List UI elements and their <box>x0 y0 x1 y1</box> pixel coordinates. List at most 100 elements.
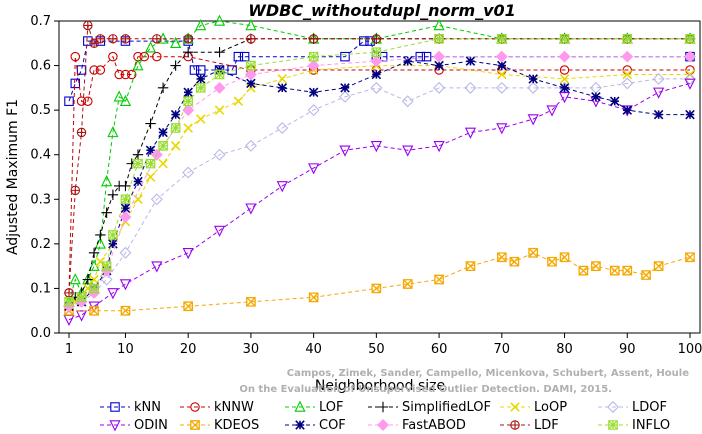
point-inflo-6 <box>133 158 143 169</box>
point-fastabod-8 <box>244 68 257 81</box>
point-inflo-12 <box>214 69 225 80</box>
point-ldf-7 <box>120 34 131 44</box>
point-lof-13 <box>170 36 182 49</box>
point-odin-10 <box>308 163 320 175</box>
point-knnw-1 <box>70 51 81 62</box>
point-kdeos-5 <box>308 292 319 303</box>
point-odin-7 <box>213 225 226 237</box>
legend-item-ldof: LDOF <box>598 400 667 415</box>
axis-ticks: 1 10 20 30 40 50 60 70 80 90 100 0.0 0.1 0.2 0.3 0.4 0.5… <box>30 14 702 357</box>
legend-marker-knnw <box>190 402 200 412</box>
point-odin-14 <box>433 141 445 153</box>
point-knnw-2 <box>76 96 87 106</box>
point-ldf-3 <box>83 20 93 31</box>
watermark-line-1: Campos, Zimek, Sander, Campello, Micenko… <box>287 368 689 379</box>
point-ldof-4 <box>119 246 132 259</box>
x-tick-label-90: 90 <box>619 342 636 357</box>
point-fastabod-9 <box>307 59 320 72</box>
point-cof-17 <box>371 69 382 80</box>
point-cof-23 <box>559 83 570 93</box>
point-cof-10 <box>183 87 193 98</box>
chart-title: WDBC_withoutdupl_norm_v01 <box>248 1 516 20</box>
y-tick-label-0.6: 0.6 <box>30 59 51 74</box>
point-ldf-11 <box>308 34 319 44</box>
point-inflo-16 <box>434 34 444 44</box>
point-ldf-12 <box>371 34 382 44</box>
legend-item-knnw: kNNW <box>180 400 254 415</box>
point-ldof-11 <box>339 90 351 103</box>
point-lof-6 <box>101 175 113 187</box>
point-cof-16 <box>340 83 350 93</box>
point-cof-24 <box>591 92 601 102</box>
point-inflo-17 <box>497 34 507 44</box>
point-kdeos-15 <box>578 265 589 276</box>
legend-marker-kdeos <box>190 420 200 430</box>
point-ldf-6 <box>108 34 118 44</box>
point-knn-14 <box>359 36 369 46</box>
point-kdeos-20 <box>653 261 664 271</box>
point-kdeos-17 <box>609 265 620 276</box>
point-odin-16 <box>496 123 508 135</box>
point-lof-10 <box>132 59 144 71</box>
point-fastabod-11 <box>433 50 446 63</box>
point-loop-21 <box>497 69 507 80</box>
legend-label-kdeos: KDEOS <box>214 418 259 433</box>
point-kdeos-8 <box>434 274 444 285</box>
legend-marker-cof <box>295 420 305 430</box>
point-fastabod-4 <box>119 211 132 224</box>
legend-marker-ldf <box>510 420 520 430</box>
point-inflo-18 <box>559 34 570 44</box>
legend-label-ldof: LDOF <box>632 400 667 415</box>
point-knn-7 <box>189 65 200 75</box>
point-lof-9 <box>119 94 132 106</box>
point-inflo-0 <box>64 297 74 307</box>
x-tick-label-20: 20 <box>180 342 197 357</box>
point-lof-7 <box>107 125 119 138</box>
point-cof-19 <box>434 60 444 71</box>
series-layer <box>63 14 696 327</box>
point-simplifiedlof-14 <box>170 60 181 71</box>
point-knnw-4 <box>89 65 99 75</box>
legend-marker-simplifiedlof <box>377 401 389 413</box>
point-inflo-1 <box>76 292 87 303</box>
point-cof-20 <box>465 56 476 66</box>
legend-label-lof: LOF <box>319 400 344 415</box>
point-knnw-19 <box>559 65 570 75</box>
point-cof-21 <box>497 60 507 71</box>
point-knn-11 <box>233 51 244 62</box>
point-cof-8 <box>158 127 168 138</box>
point-odin-3 <box>107 288 119 300</box>
legend-label-fastabod: FastABOD <box>402 418 466 433</box>
point-inflo-7 <box>145 158 156 169</box>
point-knnw-5 <box>95 65 106 75</box>
series-kdeos <box>64 247 695 316</box>
point-loop-4 <box>89 274 99 285</box>
x-tick-label-40: 40 <box>305 342 322 357</box>
x-axis-label: Neighborhood size <box>315 378 445 394</box>
point-kdeos-9 <box>465 261 476 271</box>
point-cof-13 <box>246 78 256 89</box>
point-ldof-7 <box>213 148 226 161</box>
point-cof-22 <box>528 74 538 84</box>
point-ldof-22 <box>684 72 696 85</box>
point-knn-13 <box>340 51 350 62</box>
point-kdeos-21 <box>685 252 695 263</box>
point-cof-28 <box>685 109 695 120</box>
legend-label-inflo: INFLO <box>632 418 670 433</box>
series-loop <box>64 60 695 312</box>
series-fastabod <box>63 50 696 313</box>
point-fastabod-15 <box>684 50 696 63</box>
point-kdeos-12 <box>528 247 539 258</box>
y-tick-label-0.5: 0.5 <box>30 103 51 118</box>
legend-label-loop: LoOP <box>534 400 567 415</box>
point-cof-14 <box>277 83 288 93</box>
point-kdeos-4 <box>246 296 256 307</box>
point-kdeos-13 <box>547 256 557 267</box>
series-cof <box>64 56 695 312</box>
series-line-ldof <box>68 78 690 307</box>
series-line-ldf <box>68 25 690 293</box>
point-cof-7 <box>145 145 156 156</box>
point-cof-25 <box>609 96 620 106</box>
point-lof-15 <box>195 19 207 31</box>
point-ldof-20 <box>621 77 634 90</box>
